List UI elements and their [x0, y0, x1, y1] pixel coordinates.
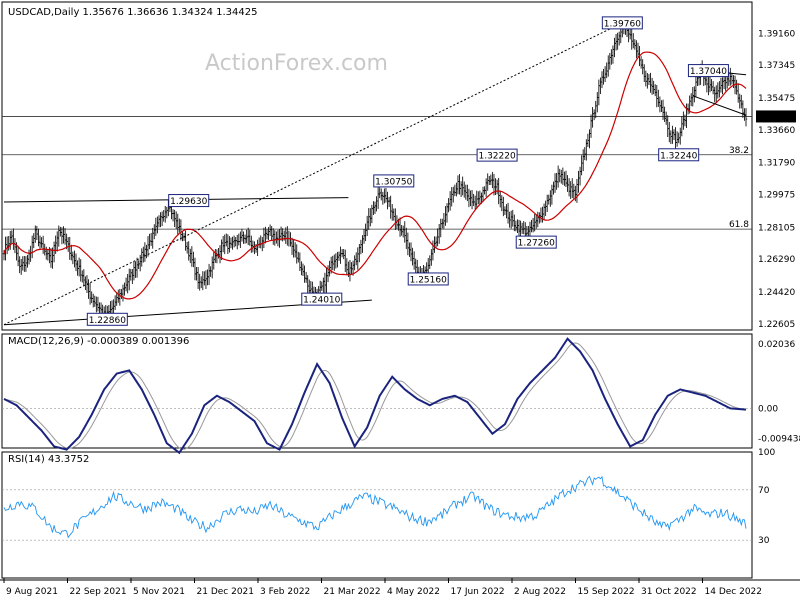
price-label-box	[687, 64, 729, 78]
rsi-tick-label: 30	[758, 536, 770, 546]
price-label-box	[301, 292, 343, 306]
panel-frames	[0, 1, 800, 581]
macd-tick-label: 0.00	[758, 404, 778, 414]
watermark: ActionForex.com	[205, 51, 388, 76]
price-label: 1.37040	[690, 67, 727, 77]
price-tick-label: 1.33660	[758, 126, 795, 136]
price-tick-label: 1.24420	[758, 288, 795, 298]
macd-tick-label: -0.009438	[758, 434, 800, 444]
x-tick-label: 15 Sep 2022	[578, 587, 635, 597]
price-label: 1.27260	[518, 239, 555, 249]
price-label-box	[86, 312, 128, 326]
price-tick-label: 1.37345	[758, 61, 795, 71]
chart-content: 1.39160 1.37345 1.35475 1.33660 1.31790 1.299…	[2, 16, 800, 597]
pennant-lower-line	[692, 95, 747, 116]
price-label-box	[601, 16, 643, 30]
x-tick-label: 4 May 2022	[387, 587, 440, 597]
price-tick-label: 1.28105	[758, 223, 795, 233]
x-tick-label: 9 Aug 2021	[6, 587, 58, 597]
panel-frame-2	[1, 333, 753, 449]
x-tick-label: 5 Nov 2021	[133, 587, 185, 597]
x-tick-label: 31 Oct 2022	[641, 587, 697, 597]
macd-signal-line	[3, 342, 747, 450]
price-label-box	[373, 174, 415, 188]
price-label-box	[168, 194, 210, 208]
macd-header: MACD(12,26,9) -0.000389 0.001396	[8, 336, 189, 347]
panel-frame-1	[1, 1, 753, 331]
x-tick-label: 21 Mar 2022	[324, 587, 381, 597]
x-tick-label: 14 Dec 2022	[705, 587, 763, 597]
price-tick-label: 1.39160	[758, 29, 795, 39]
price-tick-label: 1.35475	[758, 94, 795, 104]
x-tick-label: 22 Sep 2021	[70, 587, 127, 597]
x-tick-label: 2 Aug 2022	[514, 587, 566, 597]
price-label-box	[407, 272, 449, 286]
macd-line	[3, 337, 747, 455]
price-tick-label: 1.26290	[758, 255, 795, 265]
price-label: 1.29630	[170, 197, 207, 207]
macd-tick-label: 0.02036	[758, 340, 795, 350]
price-tick-label: 1.22605	[758, 320, 795, 330]
price-label: 1.25160	[410, 275, 447, 285]
price-label: 1.39760	[604, 19, 641, 29]
price-label: 1.24010	[303, 296, 340, 306]
price-label: 1.22860	[89, 316, 126, 326]
rsi-tick-label: 100	[758, 448, 775, 458]
price-label: 1.30750	[375, 177, 412, 187]
price-label-box	[658, 148, 700, 162]
fib-label: 61.8	[729, 220, 749, 230]
moving-average-line	[3, 51, 747, 300]
dotted-trendline	[3, 22, 623, 326]
fib-label: 38.2	[729, 146, 749, 156]
price-label: 1.32220	[478, 152, 515, 162]
last-price-label: 1.34425	[757, 113, 794, 123]
price-tick-label: 1.29975	[758, 191, 795, 201]
x-tick-label: 21 Dec 2021	[197, 587, 255, 597]
price-tick-label: 1.31790	[758, 159, 795, 169]
rsi-line	[3, 475, 747, 539]
rsi-tick-label: 70	[758, 486, 770, 496]
x-tick-label: 3 Feb 2022	[260, 587, 310, 597]
rsi-header: RSI(14) 43.3752	[8, 454, 89, 465]
price-label: 1.32240	[660, 151, 697, 161]
price-header: USDCAD,Daily 1.35676 1.36636 1.34324 1.3…	[8, 7, 258, 18]
price-label-box	[515, 235, 557, 249]
price-label-box	[476, 148, 518, 162]
x-tick-label: 17 Jun 2022	[451, 587, 505, 597]
panel-frame-3	[1, 451, 753, 579]
last-price-tag	[756, 110, 796, 123]
